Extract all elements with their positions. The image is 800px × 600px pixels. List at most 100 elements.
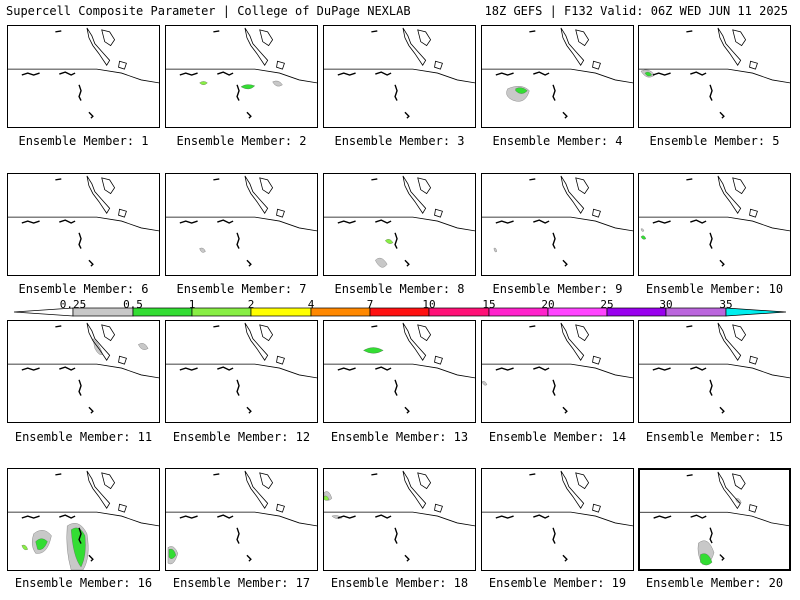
coastline-outline xyxy=(179,515,198,519)
scp-contour xyxy=(363,347,384,354)
coastline-outline xyxy=(652,367,671,371)
coastline-outline xyxy=(417,177,432,195)
coastline-outline xyxy=(732,29,747,47)
coastline-outline xyxy=(575,324,590,342)
scp-contour xyxy=(138,343,149,350)
coastline-outline xyxy=(482,511,633,527)
coastline-outline xyxy=(533,219,550,224)
color-scale-tick-label: 2 xyxy=(247,298,255,311)
color-scale-tick-label: 7 xyxy=(366,298,374,311)
coastline-outline xyxy=(213,178,220,181)
member-label: Ensemble Member: 20 xyxy=(645,576,784,590)
coastline-outline xyxy=(86,470,111,509)
member-label: Ensemble Member: 19 xyxy=(488,576,627,590)
coastline-outline xyxy=(717,27,742,66)
coastline-outline xyxy=(592,208,601,218)
member-label: Ensemble Member: 13 xyxy=(330,430,469,444)
coastline-outline xyxy=(552,379,556,396)
coastline-outline xyxy=(533,366,550,371)
coastline-outline xyxy=(404,554,410,562)
coastline-outline xyxy=(640,511,789,527)
member-map xyxy=(166,470,317,565)
coastline-outline xyxy=(402,322,427,361)
coastline-outline xyxy=(21,367,40,371)
member-map-panel xyxy=(638,468,791,571)
coastline-outline xyxy=(719,406,725,414)
member-map xyxy=(166,27,317,119)
member-map-panel xyxy=(7,468,160,571)
coastline-outline xyxy=(88,554,94,562)
color-scale-bar xyxy=(13,307,787,317)
coastline-outline xyxy=(575,177,590,195)
color-scale-tick-label: 10 xyxy=(422,298,436,311)
scp-contour xyxy=(375,257,388,268)
coastline-outline xyxy=(709,84,713,101)
scp-contour xyxy=(199,81,208,85)
coastline-outline xyxy=(404,259,410,267)
coastline-outline xyxy=(748,504,758,513)
header-valid-time: 18Z GEFS | F132 Valid: 06Z WED JUN 11 20… xyxy=(484,4,788,18)
coastline-outline xyxy=(59,71,76,76)
coastline-outline xyxy=(246,554,252,562)
coastline-outline xyxy=(402,470,427,509)
member-map xyxy=(324,470,475,562)
coastline-outline xyxy=(118,208,127,218)
coastline-outline xyxy=(259,472,274,490)
coastline-outline xyxy=(709,379,713,396)
coastline-outline xyxy=(434,355,443,365)
color-scale-swatch xyxy=(428,307,490,317)
coastline-outline xyxy=(88,111,94,119)
coastline-outline xyxy=(690,366,707,371)
coastline-outline xyxy=(244,27,269,66)
coastline-outline xyxy=(717,175,742,214)
member-map xyxy=(639,175,790,267)
color-scale-tick-label: 30 xyxy=(659,298,673,311)
member-label: Ensemble Member: 7 xyxy=(176,282,307,296)
coastline-outline xyxy=(246,406,252,414)
member-map-panel xyxy=(481,320,634,423)
coastline-outline xyxy=(731,473,746,490)
coastline-outline xyxy=(179,220,198,224)
coastline-outline xyxy=(246,111,252,119)
coastline-outline xyxy=(394,379,398,396)
member-map-panel xyxy=(165,468,318,571)
coastline-outline xyxy=(337,515,356,519)
color-scale-swatch xyxy=(606,307,667,317)
color-scale-tick-label: 0.25 xyxy=(59,298,87,311)
coastline-outline xyxy=(55,178,62,181)
scp-contour xyxy=(199,247,206,253)
coastline-outline xyxy=(690,219,707,224)
member-map-panel xyxy=(323,320,476,423)
coastline-outline xyxy=(732,177,747,195)
coastline-outline xyxy=(495,515,514,519)
coastline-outline xyxy=(639,363,790,379)
coastline-outline xyxy=(417,324,432,342)
coastline-outline xyxy=(719,554,725,561)
coastline-outline xyxy=(375,71,392,76)
coastline-outline xyxy=(417,29,432,47)
coastline-outline xyxy=(371,473,378,476)
coastline-outline xyxy=(337,72,356,76)
coastline-outline xyxy=(404,406,410,414)
coastline-outline xyxy=(55,325,62,328)
member-map xyxy=(8,470,159,570)
coastline-outline xyxy=(709,527,713,544)
coastline-outline xyxy=(434,208,443,218)
color-scale-swatch xyxy=(665,307,727,317)
coastline-outline xyxy=(592,355,601,365)
member-label: Ensemble Member: 14 xyxy=(488,430,627,444)
coastline-outline xyxy=(244,322,269,361)
member-map-panel xyxy=(323,25,476,128)
coastline-outline xyxy=(213,473,220,476)
color-scale-tick-label: 15 xyxy=(482,298,496,311)
coastline-outline xyxy=(375,366,392,371)
coastline-outline xyxy=(732,324,747,342)
coastline-outline xyxy=(244,470,269,509)
member-map-panel xyxy=(165,173,318,276)
scp-contour xyxy=(324,495,330,501)
coastline-outline xyxy=(562,259,568,267)
scp-contour xyxy=(35,538,48,550)
coastline-outline xyxy=(276,208,285,218)
coastline-outline xyxy=(402,175,427,214)
coastline-outline xyxy=(533,71,550,76)
